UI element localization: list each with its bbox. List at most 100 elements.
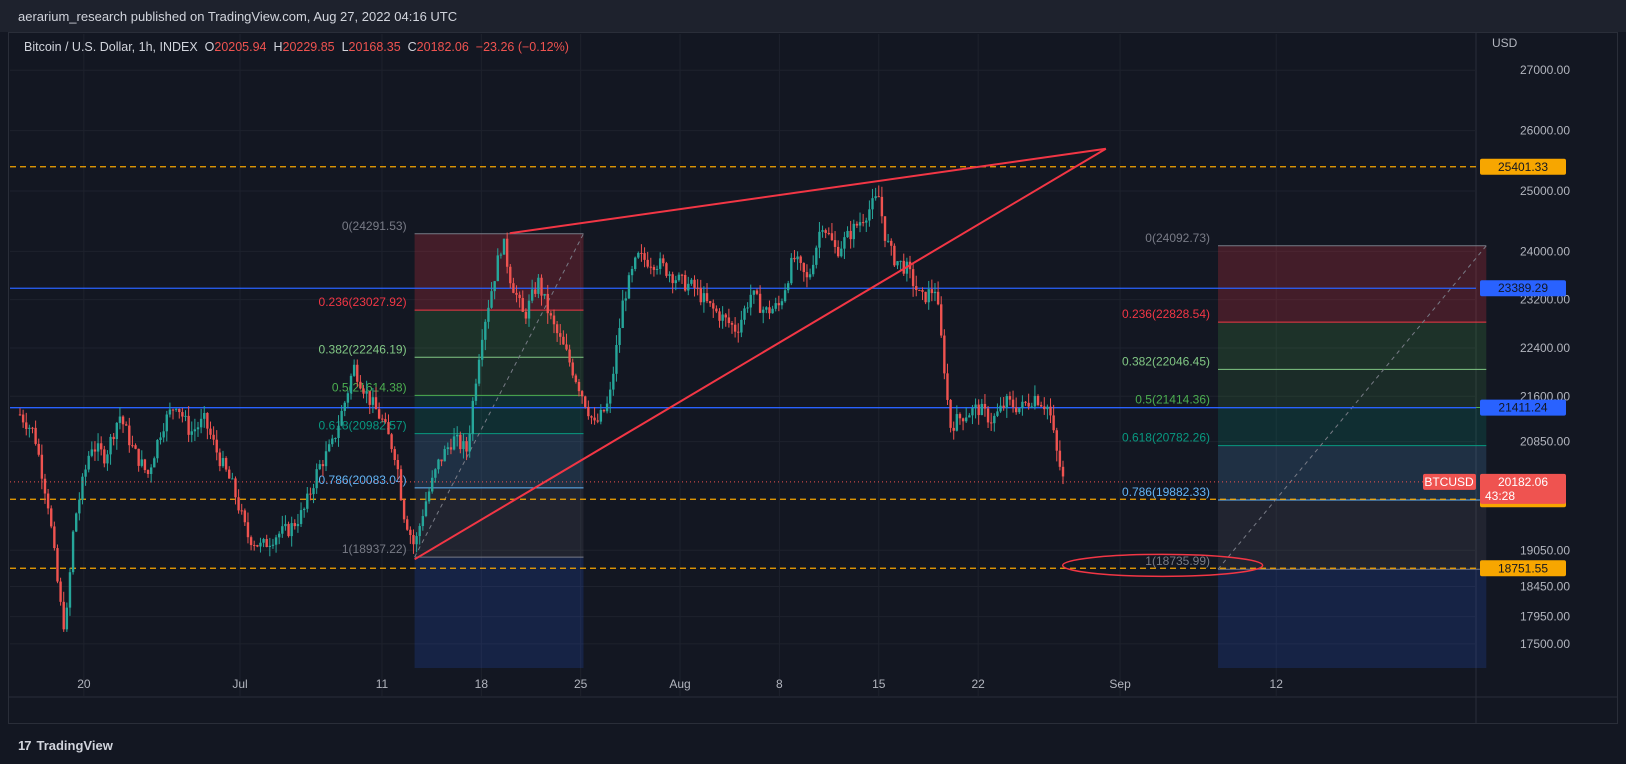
candle-body[interactable] <box>552 315 556 325</box>
tradingview-logo[interactable]: 17 TradingView <box>18 738 113 753</box>
candle-body[interactable] <box>768 307 771 314</box>
candle-body[interactable] <box>228 469 231 479</box>
candle-body[interactable] <box>487 307 490 322</box>
candle-body[interactable] <box>109 436 112 455</box>
candle-body[interactable] <box>499 254 503 256</box>
candle-body[interactable] <box>880 196 884 217</box>
candle-body[interactable] <box>955 414 959 431</box>
candle-body[interactable] <box>146 470 150 474</box>
candle-body[interactable] <box>465 441 468 452</box>
candle-body[interactable] <box>868 209 871 221</box>
candle-body[interactable] <box>418 526 421 537</box>
candle-body[interactable] <box>62 601 65 630</box>
candle-body[interactable] <box>381 418 384 420</box>
candle-body[interactable] <box>936 291 940 305</box>
candle-body[interactable] <box>50 508 53 527</box>
candle-body[interactable] <box>121 416 125 425</box>
candle-body[interactable] <box>921 289 924 292</box>
candle-body[interactable] <box>799 256 802 263</box>
candle-body[interactable] <box>740 319 743 333</box>
candle-body[interactable] <box>599 409 603 422</box>
candle-body[interactable] <box>293 523 297 527</box>
candle-body[interactable] <box>327 444 331 452</box>
candle-body[interactable] <box>662 258 665 264</box>
candle-body[interactable] <box>855 223 859 226</box>
candle-body[interactable] <box>118 416 122 423</box>
candle-body[interactable] <box>927 289 930 303</box>
candle-body[interactable] <box>468 434 471 452</box>
candle-body[interactable] <box>755 290 759 294</box>
candle-body[interactable] <box>112 436 115 440</box>
candle-body[interactable] <box>811 264 815 275</box>
candle-body[interactable] <box>134 445 137 449</box>
candle-body[interactable] <box>153 458 156 468</box>
candle-body[interactable] <box>271 544 275 546</box>
candle-body[interactable] <box>983 403 987 409</box>
candle-body[interactable] <box>515 292 518 295</box>
candle-body[interactable] <box>1024 401 1027 403</box>
candle-body[interactable] <box>596 420 599 422</box>
candle-body[interactable] <box>893 245 896 266</box>
candle-body[interactable] <box>618 327 621 345</box>
candle-body[interactable] <box>434 469 437 478</box>
candle-body[interactable] <box>203 412 206 419</box>
candle-body[interactable] <box>249 537 253 546</box>
candle-body[interactable] <box>312 488 315 495</box>
symbol-badge[interactable] <box>1423 473 1476 490</box>
candle-body[interactable] <box>777 303 781 306</box>
candle-body[interactable] <box>296 523 300 527</box>
candle-body[interactable] <box>852 223 855 240</box>
candle-body[interactable] <box>989 422 993 424</box>
candle-body[interactable] <box>602 409 606 412</box>
candle-body[interactable] <box>84 469 87 477</box>
candle-body[interactable] <box>512 283 515 293</box>
candle-body[interactable] <box>71 531 75 573</box>
candle-body[interactable] <box>624 298 628 301</box>
candle-body[interactable] <box>196 427 200 430</box>
candle-body[interactable] <box>181 412 184 417</box>
candle-body[interactable] <box>265 539 268 547</box>
candle-body[interactable] <box>749 294 752 308</box>
candle-body[interactable] <box>356 364 359 382</box>
candle-body[interactable] <box>368 391 371 405</box>
candle-body[interactable] <box>93 449 97 452</box>
candle-body[interactable] <box>237 497 240 511</box>
candle-body[interactable] <box>427 491 431 502</box>
candle-body[interactable] <box>40 454 44 479</box>
candle-body[interactable] <box>911 269 915 287</box>
candle-body[interactable] <box>412 535 415 545</box>
candle-body[interactable] <box>858 222 862 226</box>
candle-body[interactable] <box>1046 406 1049 410</box>
candle-body[interactable] <box>224 458 228 470</box>
candle-body[interactable] <box>1055 430 1058 451</box>
candle-body[interactable] <box>821 230 824 232</box>
candle-body[interactable] <box>621 300 624 328</box>
candle-body[interactable] <box>683 274 687 291</box>
candle-body[interactable] <box>321 464 325 467</box>
candle-body[interactable] <box>787 283 790 291</box>
candle-body[interactable] <box>277 533 281 538</box>
candle-body[interactable] <box>627 275 631 299</box>
candle-body[interactable] <box>406 519 409 530</box>
candle-body[interactable] <box>587 406 590 417</box>
candle-body[interactable] <box>890 240 893 246</box>
candle-body[interactable] <box>496 255 499 282</box>
candle-body[interactable] <box>612 373 615 390</box>
candle-body[interactable] <box>702 293 706 303</box>
candle-body[interactable] <box>1008 396 1012 400</box>
candle-body[interactable] <box>649 266 653 268</box>
candle-body[interactable] <box>168 409 172 415</box>
candle-body[interactable] <box>637 252 640 258</box>
candle-body[interactable] <box>384 419 387 423</box>
candle-body[interactable] <box>390 434 393 450</box>
candle-body[interactable] <box>509 266 512 284</box>
candle-body[interactable] <box>899 260 902 262</box>
candle-body[interactable] <box>452 436 456 450</box>
candle-body[interactable] <box>708 301 712 304</box>
candle-body[interactable] <box>827 232 831 234</box>
candle-body[interactable] <box>459 434 462 450</box>
candle-body[interactable] <box>174 408 178 410</box>
candle-body[interactable] <box>746 307 749 309</box>
candle-body[interactable] <box>437 459 440 470</box>
